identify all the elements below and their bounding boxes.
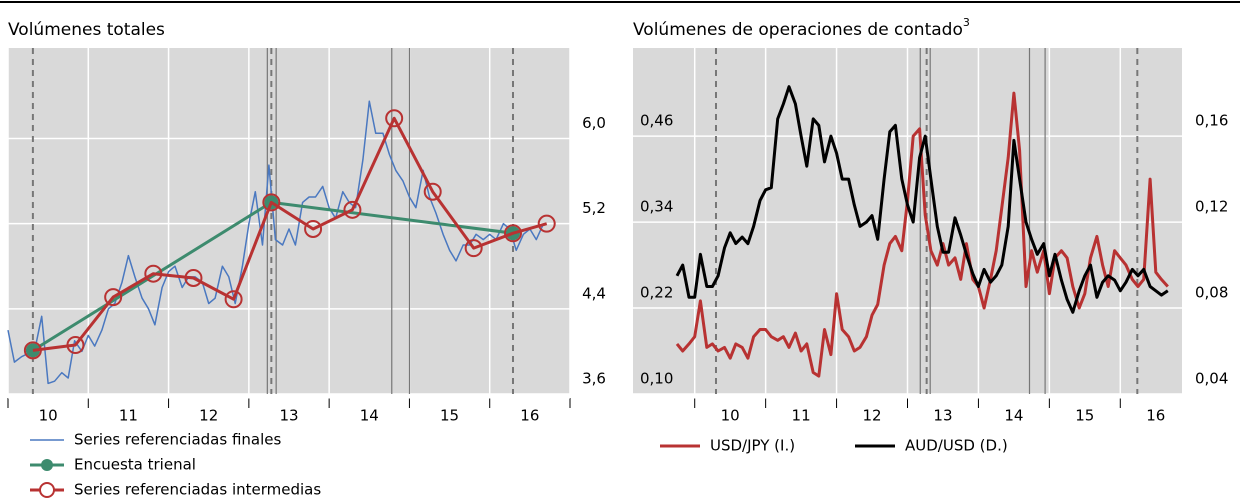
y2-tick-label: 0,16: [1195, 112, 1228, 130]
point: [423, 182, 442, 201]
point: [503, 224, 522, 243]
y2-tick-label: 0,08: [1195, 284, 1228, 302]
legend-marker: [41, 459, 53, 471]
y-tick-label: 5,2: [582, 199, 606, 217]
point: [464, 239, 483, 258]
legend-label: AUD/USD (D.): [905, 437, 1008, 455]
y2-tick-label: 0,12: [1195, 198, 1228, 216]
x-tick-label: 10: [39, 407, 58, 425]
point: [184, 268, 203, 287]
y-tick-label: 0,46: [640, 112, 673, 130]
plot-area: [8, 48, 570, 394]
y-tick-label: 4,4: [582, 284, 606, 302]
point: [224, 290, 243, 309]
point: [343, 200, 362, 219]
x-tick-label: 16: [1146, 407, 1165, 425]
x-tick-label: 15: [440, 407, 459, 425]
point: [23, 341, 42, 360]
y-tick-label: 0,10: [640, 370, 673, 388]
title-text: Volúmenes de operaciones de contado: [633, 20, 963, 40]
legend-label: Encuesta trienal: [74, 456, 196, 474]
x-tick-label: 14: [1004, 407, 1023, 425]
x-tick-label: 13: [279, 407, 298, 425]
x-tick-label: 10: [721, 407, 740, 425]
series-line: [675, 85, 1169, 314]
x-tick-label: 16: [520, 407, 539, 425]
legend-marker: [39, 482, 55, 498]
title-note: 3: [963, 16, 970, 29]
legend-label: USD/JPY (I.): [710, 437, 795, 455]
x-tick-label: 11: [119, 407, 138, 425]
legend-label: Series referenciadas finales: [74, 431, 281, 449]
legend-label: Series referenciadas intermedias: [74, 481, 321, 499]
x-tick-label: 12: [862, 407, 881, 425]
x-tick-label: 13: [933, 407, 952, 425]
point: [537, 214, 556, 233]
x-tick-label: 15: [1075, 407, 1094, 425]
series-line: [675, 91, 1169, 378]
y-tick-label: 6,0: [582, 114, 606, 132]
point: [304, 219, 323, 238]
y-tick-label: 3,6: [582, 370, 606, 388]
point: [385, 109, 404, 128]
point: [262, 193, 281, 212]
point: [25, 343, 40, 358]
x-tick-label: 11: [792, 407, 811, 425]
x-tick-label: 12: [199, 407, 218, 425]
point: [104, 288, 123, 307]
y-tick-label: 0,22: [640, 284, 673, 302]
chart-title: Volúmenes de operaciones de contado3: [633, 16, 970, 40]
chart-title: Volúmenes totales: [8, 20, 165, 40]
series-line: [7, 100, 545, 385]
point: [66, 336, 85, 355]
y2-tick-label: 0,04: [1195, 370, 1228, 388]
point: [144, 264, 163, 283]
x-tick-label: 14: [360, 407, 379, 425]
y-tick-label: 0,34: [640, 198, 673, 216]
